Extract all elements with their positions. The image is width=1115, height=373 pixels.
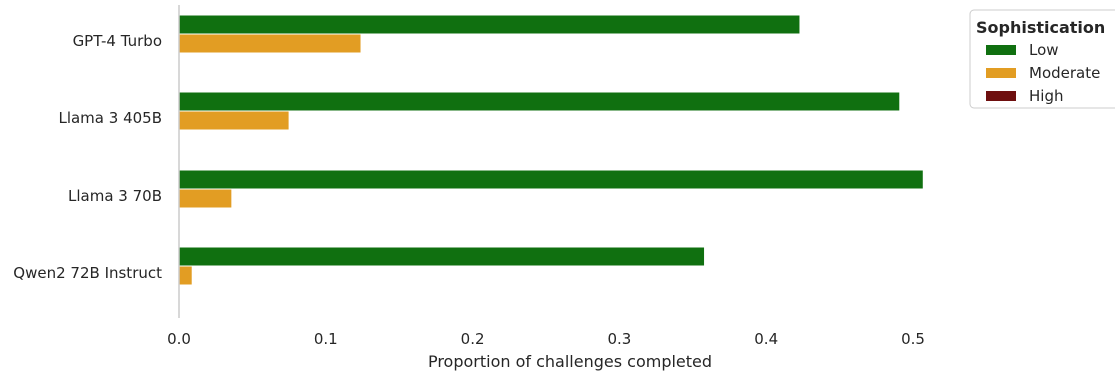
bar-moderate-gpt-4-turbo bbox=[178, 33, 362, 54]
legend-label-low: Low bbox=[1029, 41, 1059, 59]
x-axis-title: Proportion of challenges completed bbox=[428, 352, 712, 371]
bar-moderate-llama-3-70b bbox=[178, 188, 233, 209]
bar-low-gpt-4-turbo bbox=[178, 14, 801, 35]
x-tick-label: 0.2 bbox=[461, 330, 485, 348]
x-tick-label: 0.3 bbox=[607, 330, 631, 348]
x-tick-label: 0.4 bbox=[754, 330, 778, 348]
legend-label-moderate: Moderate bbox=[1029, 64, 1100, 82]
legend-frame bbox=[969, 9, 1115, 109]
bar-low-llama-3-405b bbox=[178, 91, 901, 112]
category-labels: GPT-4 Turbo Llama 3 405B Llama 3 70B Qwen2 … bbox=[13, 32, 162, 282]
legend-swatch-low bbox=[986, 45, 1016, 55]
legend-swatch-high bbox=[986, 91, 1016, 101]
x-tick-label: 0.1 bbox=[314, 330, 338, 348]
x-tick-labels: 0.0 0.1 0.2 0.3 0.4 0.5 bbox=[167, 330, 925, 348]
x-tick-label: 0.5 bbox=[901, 330, 925, 348]
bar-moderate-llama-3-405b bbox=[178, 110, 290, 131]
bars bbox=[178, 14, 924, 286]
legend-label-high: High bbox=[1029, 87, 1063, 105]
category-label-llama-3-70b: Llama 3 70B bbox=[68, 187, 162, 205]
category-label-qwen2-72b-instruct: Qwen2 72B Instruct bbox=[13, 264, 162, 282]
category-label-gpt-4-turbo: GPT-4 Turbo bbox=[73, 32, 162, 50]
legend-title: Sophistication bbox=[976, 18, 1105, 37]
category-label-llama-3-405b: Llama 3 405B bbox=[58, 109, 162, 127]
bar-low-llama-3-70b bbox=[178, 169, 924, 190]
legend: Sophistication Low Moderate High bbox=[969, 9, 1115, 109]
legend-items: Low Moderate High bbox=[986, 41, 1100, 105]
bar-low-qwen2-72b-instruct bbox=[178, 246, 706, 267]
x-tick-label: 0.0 bbox=[167, 330, 191, 348]
legend-swatch-moderate bbox=[986, 68, 1016, 78]
bar-moderate-qwen2-72b-instruct bbox=[178, 265, 193, 286]
